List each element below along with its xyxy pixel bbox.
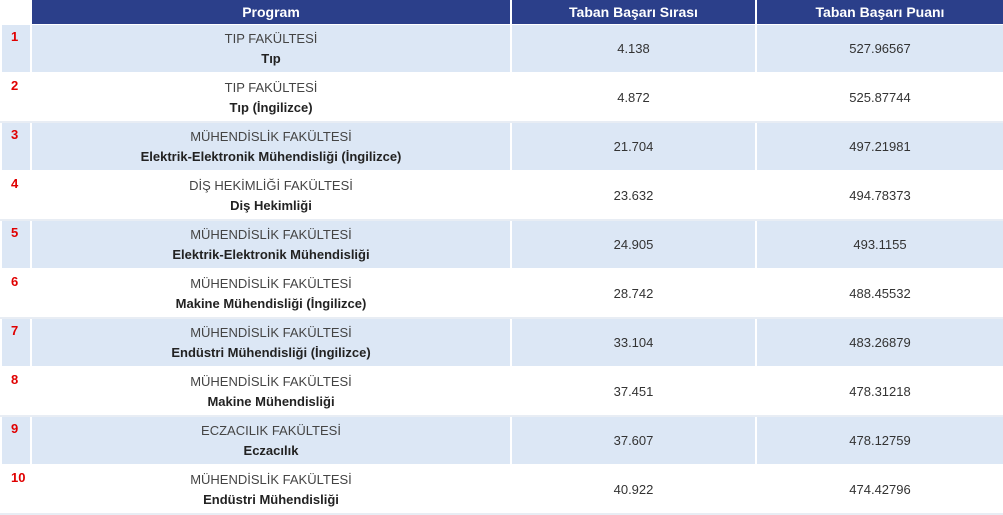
taban-basari-sirasi: 21.704: [510, 122, 757, 172]
faculty-name: TIP FAKÜLTESİ: [224, 30, 318, 46]
table-row[interactable]: 1 TIP FAKÜLTESİ Tıp 4.138 527.96567: [0, 24, 1003, 74]
program-name: Diş Hekimliği: [230, 197, 312, 213]
taban-basari-sirasi: 40.922: [510, 465, 757, 515]
taban-basari-sirasi: 33.104: [510, 318, 757, 368]
program-name: Elektrik-Elektronik Mühendisliği (İngili…: [140, 148, 402, 164]
table-row[interactable]: 5 MÜHENDİSLİK FAKÜLTESİ Elektrik-Elektro…: [0, 220, 1003, 270]
faculty-name: MÜHENDİSLİK FAKÜLTESİ: [190, 226, 352, 242]
program-cell: MÜHENDİSLİK FAKÜLTESİ Makine Mühendisliğ…: [30, 367, 512, 417]
taban-basari-puani: 494.78373: [755, 171, 1003, 221]
program-cell: DİŞ HEKİMLİĞİ FAKÜLTESİ Diş Hekimliği: [30, 171, 512, 221]
program-name: Tıp: [261, 50, 281, 66]
taban-basari-sirasi: 23.632: [510, 171, 757, 221]
program-name: Endüstri Mühendisliği (İngilizce): [171, 344, 371, 360]
program-name: Elektrik-Elektronik Mühendisliği: [172, 246, 370, 262]
taban-basari-puani: 478.12759: [755, 416, 1003, 466]
header-rank: [0, 0, 32, 25]
program-name: Tıp (İngilizce): [229, 99, 313, 115]
program-cell: MÜHENDİSLİK FAKÜLTESİ Elektrik-Elektroni…: [30, 122, 512, 172]
program-cell: ECZACILIK FAKÜLTESİ Eczacılık: [30, 416, 512, 466]
table-row[interactable]: 7 MÜHENDİSLİK FAKÜLTESİ Endüstri Mühendi…: [0, 318, 1003, 368]
rank-number: 9: [0, 416, 32, 466]
faculty-name: MÜHENDİSLİK FAKÜLTESİ: [190, 275, 352, 291]
faculty-name: TIP FAKÜLTESİ: [224, 79, 318, 95]
taban-basari-puani: 525.87744: [755, 73, 1003, 123]
taban-basari-puani: 474.42796: [755, 465, 1003, 515]
table-row[interactable]: 8 MÜHENDİSLİK FAKÜLTESİ Makine Mühendisl…: [0, 367, 1003, 417]
table-row[interactable]: 3 MÜHENDİSLİK FAKÜLTESİ Elektrik-Elektro…: [0, 122, 1003, 172]
rank-number: 7: [0, 318, 32, 368]
program-cell: MÜHENDİSLİK FAKÜLTESİ Endüstri Mühendisl…: [30, 465, 512, 515]
table-row[interactable]: 2 TIP FAKÜLTESİ Tıp (İngilizce) 4.872 52…: [0, 73, 1003, 123]
table-row[interactable]: 4 DİŞ HEKİMLİĞİ FAKÜLTESİ Diş Hekimliği …: [0, 171, 1003, 221]
program-cell: MÜHENDİSLİK FAKÜLTESİ Elektrik-Elektroni…: [30, 220, 512, 270]
taban-basari-puani: 497.21981: [755, 122, 1003, 172]
taban-basari-sirasi: 28.742: [510, 269, 757, 319]
header-program[interactable]: Program: [30, 0, 512, 25]
program-cell: MÜHENDİSLİK FAKÜLTESİ Endüstri Mühendisl…: [30, 318, 512, 368]
taban-basari-puani: 527.96567: [755, 24, 1003, 74]
program-cell: TIP FAKÜLTESİ Tıp (İngilizce): [30, 73, 512, 123]
table-row[interactable]: 9 ECZACILIK FAKÜLTESİ Eczacılık 37.607 4…: [0, 416, 1003, 466]
faculty-name: MÜHENDİSLİK FAKÜLTESİ: [190, 373, 352, 389]
program-name: Endüstri Mühendisliği: [203, 491, 339, 507]
rank-number: 6: [0, 269, 32, 319]
table-row[interactable]: 6 MÜHENDİSLİK FAKÜLTESİ Makine Mühendisl…: [0, 269, 1003, 319]
header-taban-basari-puani[interactable]: Taban Başarı Puanı: [755, 0, 1003, 25]
taban-basari-sirasi: 4.138: [510, 24, 757, 74]
faculty-name: DİŞ HEKİMLİĞİ FAKÜLTESİ: [189, 177, 353, 193]
table-header-row: Program Taban Başarı Sırası Taban Başarı…: [0, 0, 1003, 25]
header-taban-basari-sirasi[interactable]: Taban Başarı Sırası: [510, 0, 757, 25]
taban-basari-puani: 478.31218: [755, 367, 1003, 417]
rank-number: 1: [0, 24, 32, 74]
faculty-name: MÜHENDİSLİK FAKÜLTESİ: [190, 471, 352, 487]
program-name: Makine Mühendisliği: [207, 393, 335, 409]
faculty-name: ECZACILIK FAKÜLTESİ: [201, 422, 341, 438]
taban-basari-puani: 488.45532: [755, 269, 1003, 319]
taban-basari-puani: 483.26879: [755, 318, 1003, 368]
rank-number: 8: [0, 367, 32, 417]
program-name: Makine Mühendisliği (İngilizce): [175, 295, 367, 311]
program-cell: TIP FAKÜLTESİ Tıp: [30, 24, 512, 74]
rank-number: 5: [0, 220, 32, 270]
table-row[interactable]: 10 MÜHENDİSLİK FAKÜLTESİ Endüstri Mühend…: [0, 465, 1003, 515]
rank-number: 10: [0, 465, 32, 515]
rank-number: 2: [0, 73, 32, 123]
rank-number: 3: [0, 122, 32, 172]
taban-basari-puani: 493.1155: [755, 220, 1003, 270]
program-name: Eczacılık: [243, 442, 299, 458]
taban-basari-sirasi: 37.607: [510, 416, 757, 466]
rank-number: 4: [0, 171, 32, 221]
taban-basari-sirasi: 24.905: [510, 220, 757, 270]
faculty-name: MÜHENDİSLİK FAKÜLTESİ: [190, 324, 352, 340]
taban-basari-sirasi: 37.451: [510, 367, 757, 417]
faculty-name: MÜHENDİSLİK FAKÜLTESİ: [190, 128, 352, 144]
program-cell: MÜHENDİSLİK FAKÜLTESİ Makine Mühendisliğ…: [30, 269, 512, 319]
taban-basari-sirasi: 4.872: [510, 73, 757, 123]
